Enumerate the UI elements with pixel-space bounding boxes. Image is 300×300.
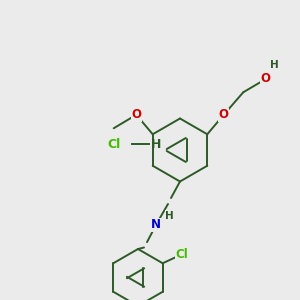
Text: O: O — [219, 108, 229, 121]
Text: N: N — [151, 218, 161, 232]
Text: O: O — [261, 72, 271, 85]
Text: H: H — [151, 137, 161, 151]
Text: H: H — [270, 60, 279, 70]
Text: Cl: Cl — [176, 248, 189, 261]
Text: O: O — [131, 108, 141, 121]
Text: H: H — [165, 211, 174, 221]
Text: Cl: Cl — [107, 137, 121, 151]
